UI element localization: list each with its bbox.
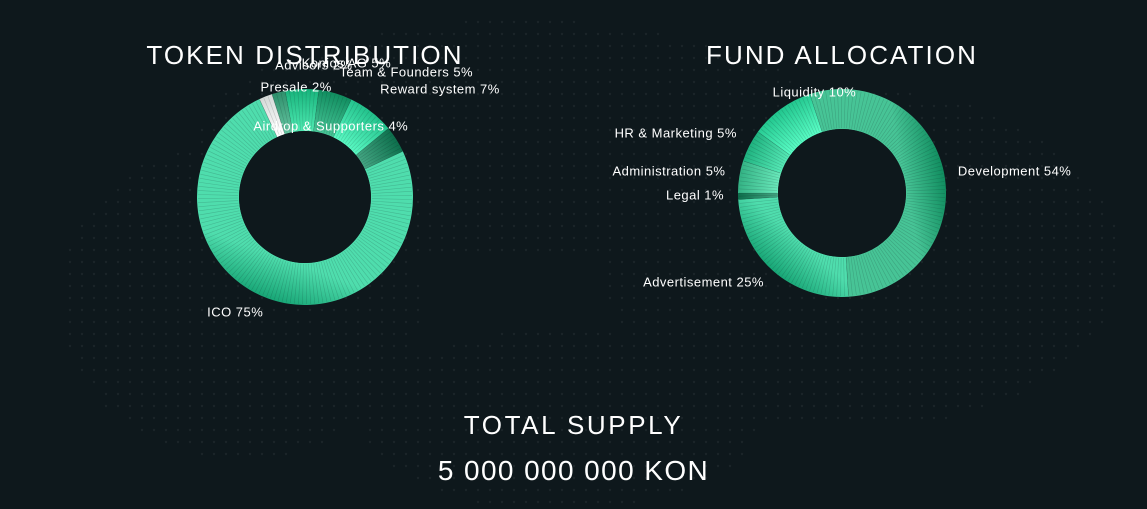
slice-label: Reward system 7%: [380, 81, 500, 96]
fund-allocation-donut: Liquidity 10%Development 54%Advertisemen…: [738, 89, 946, 297]
token-distribution-donut: Presale 2%Advisors 2%Konios AG 5%Team & …: [197, 89, 413, 305]
slice-label: Team & Founders 5%: [339, 64, 473, 79]
fund-allocation-block: FUND ALLOCATION Liquidity 10%Development…: [627, 40, 1057, 305]
slice-label: HR & Marketing 5%: [615, 126, 737, 141]
total-supply-block: TOTAL SUPPLY 5 000 000 000 KON: [0, 410, 1147, 487]
slice-label: ICO 75%: [207, 304, 263, 319]
slice-label: Legal 1%: [666, 187, 724, 202]
slice-label: Presale 2%: [260, 80, 331, 95]
charts-row: TOKEN DISTRIBUTION Presale 2%Advisors 2%…: [0, 0, 1147, 305]
total-supply-title: TOTAL SUPPLY: [0, 410, 1147, 441]
token-distribution-block: TOKEN DISTRIBUTION Presale 2%Advisors 2%…: [90, 40, 520, 305]
slice-label: Airdrop & Supporters 4%: [253, 118, 408, 133]
fund-allocation-title: FUND ALLOCATION: [627, 40, 1057, 71]
total-supply-value: 5 000 000 000 KON: [0, 455, 1147, 487]
slice-label: Administration 5%: [613, 163, 726, 178]
slice-label: Liquidity 10%: [773, 84, 857, 99]
slice-label: Advertisement 25%: [643, 274, 764, 289]
slice-label: Development 54%: [958, 163, 1071, 178]
